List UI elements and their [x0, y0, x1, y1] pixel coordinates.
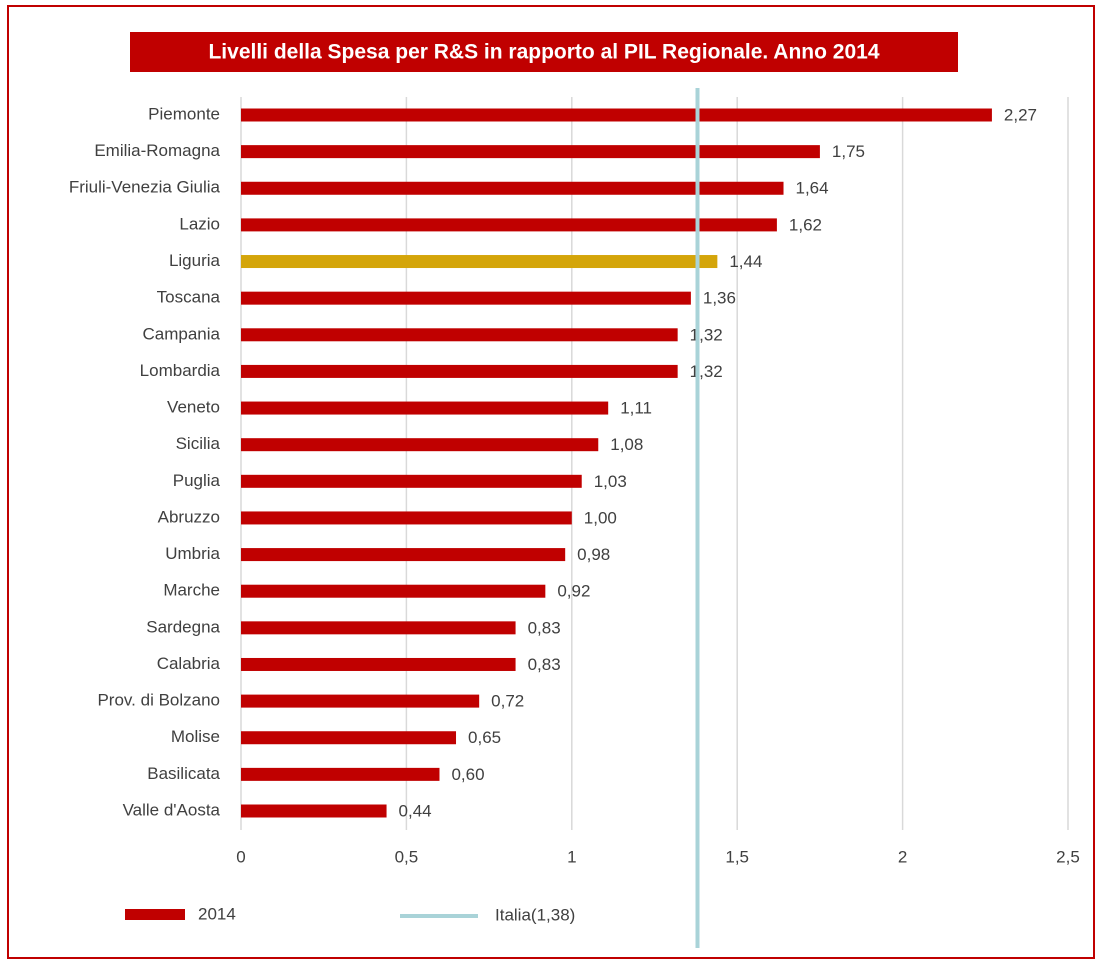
bar [241, 621, 516, 635]
bar [241, 328, 678, 342]
y-tick-label: Lombardia [140, 361, 221, 380]
bar [241, 108, 992, 122]
y-tick-label: Veneto [167, 398, 220, 417]
x-tick-label: 2,5 [1056, 847, 1080, 866]
value-label: 0,65 [468, 728, 501, 747]
y-tick-label: Marche [163, 581, 220, 600]
y-tick-label: Piemonte [148, 104, 220, 123]
bar [241, 584, 546, 598]
bar [241, 731, 457, 745]
chart-frame [7, 5, 1095, 959]
y-tick-label: Basilicata [147, 764, 220, 783]
y-tick-label: Molise [171, 727, 220, 746]
x-tick-label: 0 [236, 847, 245, 866]
bar [241, 804, 387, 818]
value-label: 1,36 [703, 289, 736, 308]
y-tick-label: Sardegna [146, 617, 220, 636]
bar [241, 474, 582, 488]
bar [241, 145, 820, 159]
value-label: 1,62 [789, 215, 822, 234]
value-label: 1,32 [690, 325, 723, 344]
x-tick-label: 1,5 [725, 847, 749, 866]
value-label: 1,08 [610, 435, 643, 454]
value-label: 2,27 [1004, 105, 1037, 124]
y-tick-label: Campania [143, 324, 221, 343]
y-tick-label: Calabria [157, 654, 221, 673]
y-tick-label: Lazio [179, 214, 220, 233]
bar [241, 657, 516, 671]
y-tick-label: Toscana [157, 288, 221, 307]
value-label: 1,03 [594, 472, 627, 491]
bar [241, 548, 566, 562]
bar [241, 181, 784, 195]
bar [241, 255, 718, 269]
bar [241, 438, 599, 452]
y-tick-label: Prov. di Bolzano [97, 691, 220, 710]
value-label: 0,92 [557, 582, 590, 601]
value-label: 1,64 [796, 179, 829, 198]
value-label: 0,83 [528, 655, 561, 674]
y-tick-label: Umbria [165, 544, 220, 563]
bar [241, 291, 691, 305]
legend-label: 2014 [198, 904, 236, 923]
value-label: 0,83 [528, 618, 561, 637]
value-label: 1,11 [620, 399, 652, 418]
bar [241, 364, 678, 378]
y-tick-label: Abruzzo [158, 507, 220, 526]
bar [241, 767, 440, 781]
bar [241, 401, 609, 415]
y-tick-label: Liguria [169, 251, 221, 270]
x-tick-label: 2 [898, 847, 907, 866]
y-tick-label: Valle d'Aosta [123, 800, 221, 819]
y-tick-label: Sicilia [176, 434, 221, 453]
legend-swatch [125, 909, 185, 920]
legend-label: Italia(1,38) [495, 905, 575, 924]
y-tick-label: Emilia-Romagna [94, 141, 220, 160]
value-label: 0,44 [399, 801, 432, 820]
value-label: 0,60 [451, 765, 484, 784]
title-box [130, 32, 958, 72]
value-label: 1,00 [584, 508, 617, 527]
value-label: 1,32 [690, 362, 723, 381]
value-label: 1,75 [832, 142, 865, 161]
y-tick-label: Puglia [173, 471, 221, 490]
value-label: 0,72 [491, 692, 524, 711]
value-label: 0,98 [577, 545, 610, 564]
x-tick-label: 1 [567, 847, 576, 866]
bar [241, 694, 480, 708]
chart-title: Livelli della Spesa per R&S in rapporto … [208, 41, 879, 64]
bar [241, 511, 572, 525]
bar [241, 218, 777, 232]
y-tick-label: Friuli-Venezia Giulia [69, 178, 221, 197]
value-label: 1,44 [729, 252, 762, 271]
x-tick-label: 0,5 [395, 847, 419, 866]
